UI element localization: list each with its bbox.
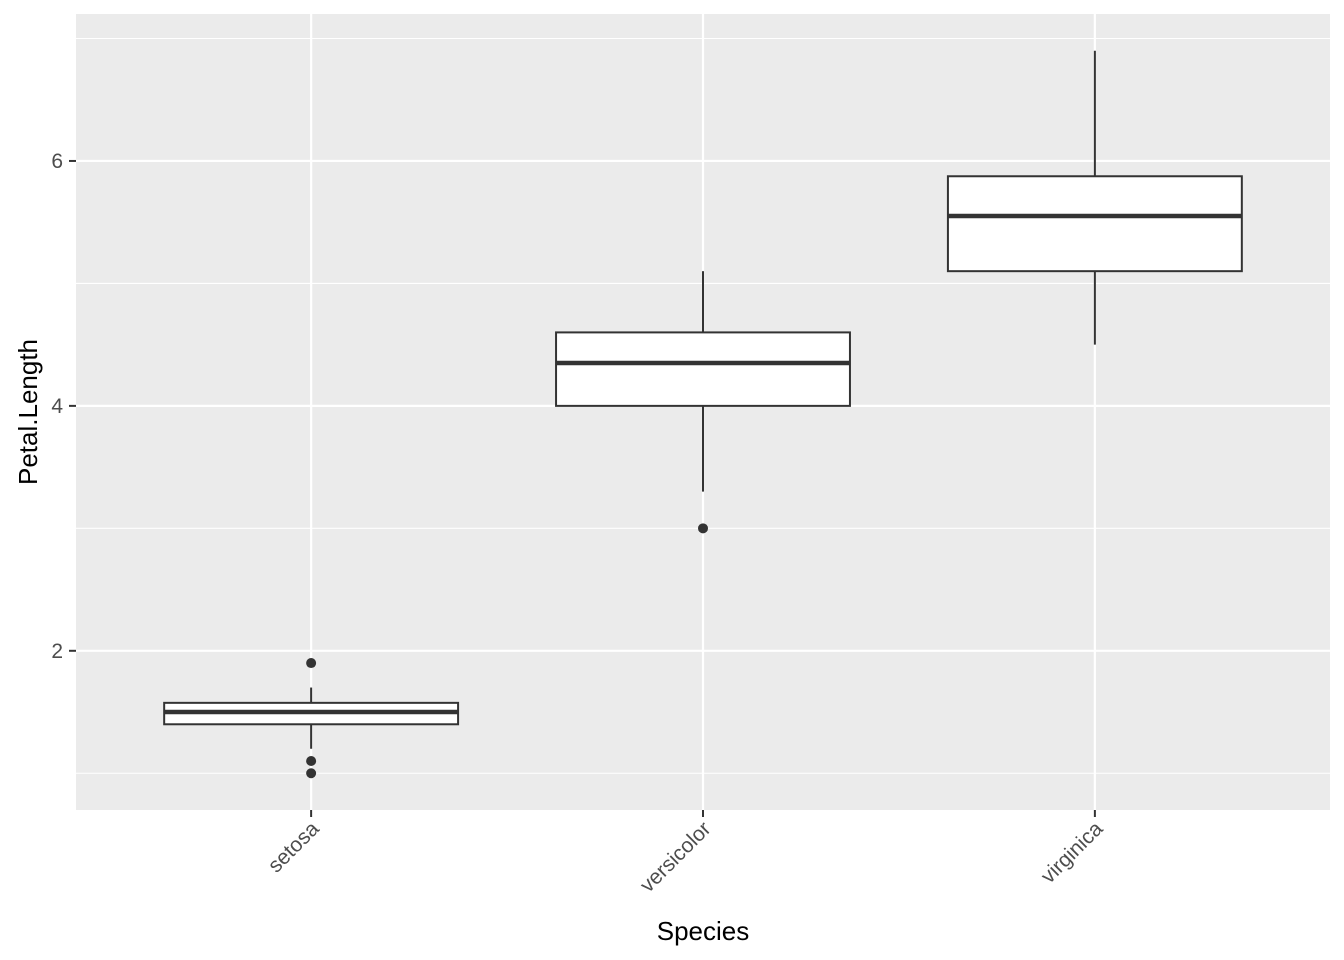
box-series: [163, 50, 1243, 779]
x-tick-label: setosa: [264, 817, 324, 877]
box-iqr: [946, 175, 1243, 273]
x-tick-label: virginica: [1037, 817, 1108, 888]
outlier-point: [698, 523, 708, 534]
y-tick-label: 6: [51, 150, 63, 173]
outlier-point: [306, 768, 317, 779]
outlier-point: [306, 756, 317, 767]
box-versicolor: [555, 271, 851, 534]
y-tick-label: 2: [51, 640, 63, 663]
box-setosa: [163, 658, 460, 779]
y-axis-title: Petal.Length: [13, 339, 43, 485]
y-axis: 2 4 6: [51, 150, 76, 663]
x-axis: setosa versicolor virginica: [264, 810, 1108, 897]
x-axis-title: Species: [657, 916, 750, 946]
box-virginica: [946, 50, 1243, 345]
x-tick-label: versicolor: [636, 817, 716, 897]
box-iqr: [555, 331, 851, 407]
outlier-point: [306, 658, 317, 669]
y-tick-label: 4: [51, 395, 63, 418]
